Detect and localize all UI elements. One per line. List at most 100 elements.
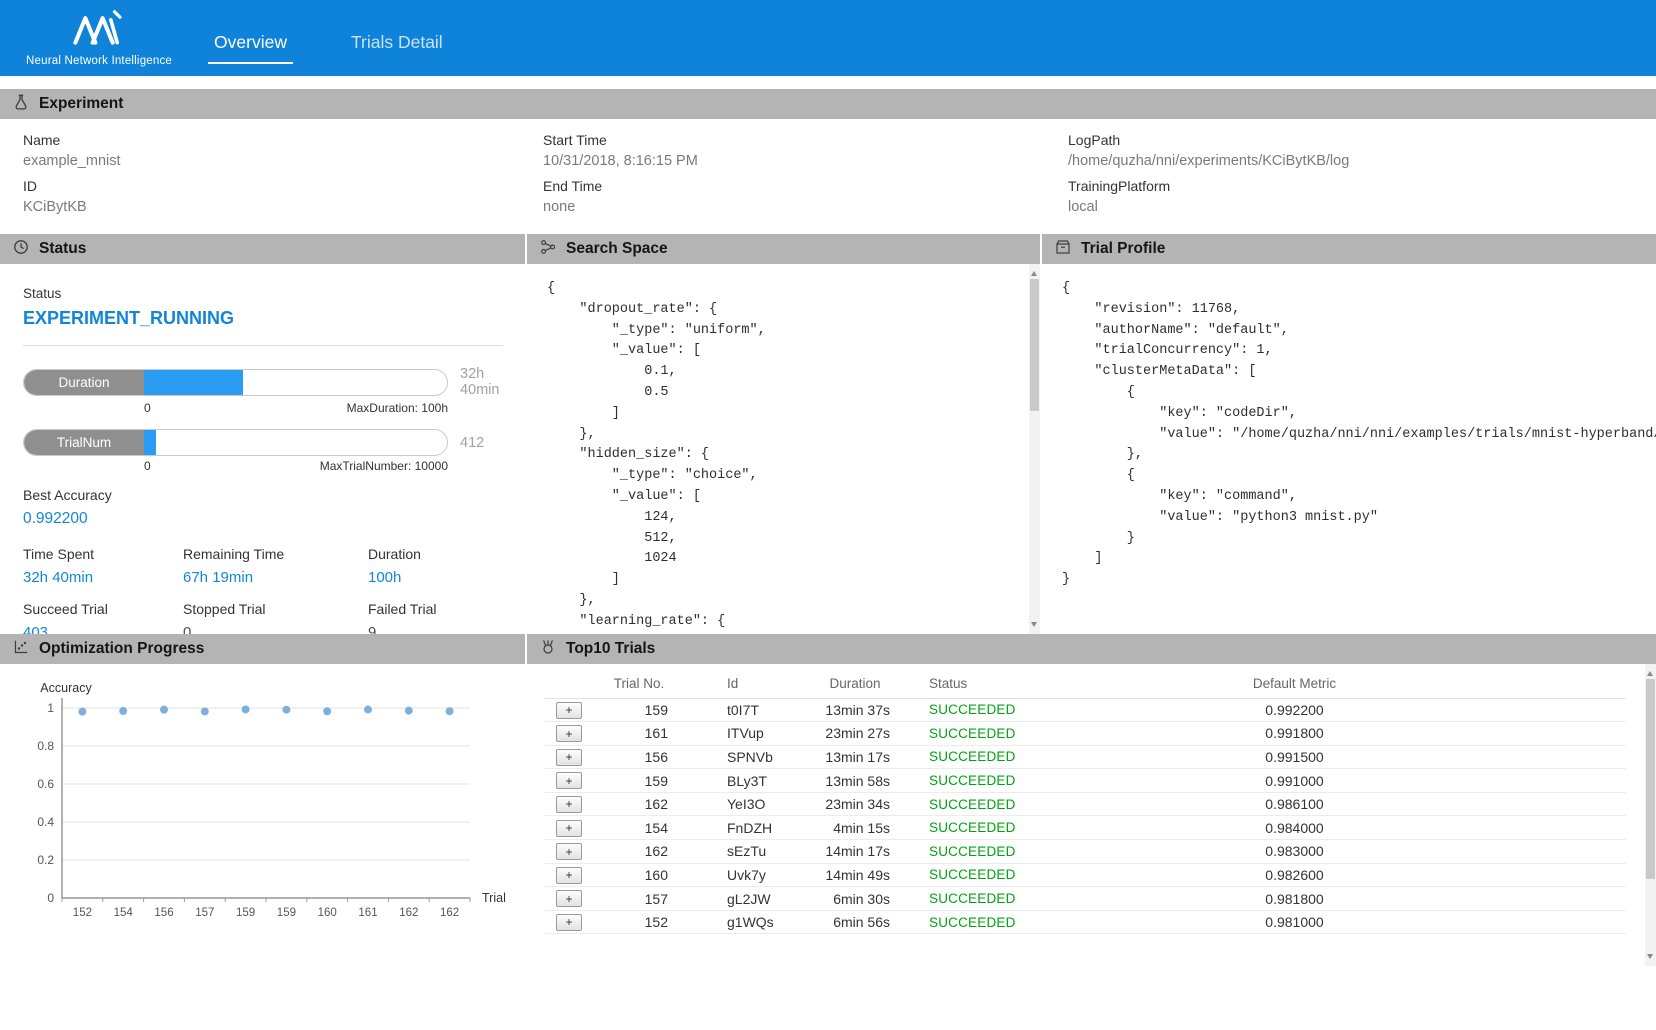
svg-text:162: 162	[399, 907, 418, 919]
trial-status-cell: SUCCEEDED	[905, 840, 1105, 864]
spacer	[0, 76, 1656, 89]
trial-status-cell: SUCCEEDED	[905, 816, 1105, 840]
trial-no-cell: 162	[593, 840, 685, 864]
trial-row: +161ITVup23min 27sSUCCEEDED0.991800	[545, 722, 1626, 746]
svg-text:1: 1	[47, 701, 54, 715]
expand-cell: +	[545, 722, 593, 746]
expand-cell: +	[545, 792, 593, 816]
trial-id-cell: Uvk7y	[685, 863, 805, 887]
duration-progress-fill	[144, 370, 243, 395]
svg-text:162: 162	[440, 907, 459, 919]
trial-metric-cell: 0.991000	[1105, 769, 1626, 793]
trialnum-progress-fill	[144, 430, 156, 455]
trial-no-cell: 154	[593, 816, 685, 840]
trial-row: +159BLy3T13min 58sSUCCEEDED0.991000	[545, 769, 1626, 793]
expand-cell: +	[545, 863, 593, 887]
top-trials-panel-header: Top10 Trials	[527, 634, 1656, 664]
trial-duration-cell: 6min 56s	[805, 910, 905, 934]
accuracy-scatter-chart[interactable]: 00.20.40.60.8115215415615715915916016116…	[8, 676, 513, 946]
expand-cell: +	[545, 769, 593, 793]
trial-id-cell: FnDZH	[685, 816, 805, 840]
expand-row-button[interactable]: +	[556, 749, 582, 766]
scroll-thumb[interactable]	[1646, 679, 1655, 879]
table-header-row: Trial No. Id Duration Status Default Met…	[545, 670, 1626, 698]
trial-id-cell: g1WQs	[685, 910, 805, 934]
status-panel: Status Status EXPERIMENT_RUNNING Duratio…	[0, 234, 525, 634]
expand-row-button[interactable]: +	[556, 914, 582, 931]
top-trials-title: Top10 Trials	[566, 640, 655, 658]
trialnum-progressbar-label: TrialNum	[24, 430, 144, 455]
trial-id-cell: sEzTu	[685, 840, 805, 864]
svg-text:161: 161	[358, 907, 377, 919]
trial-status-cell: SUCCEEDED	[905, 769, 1105, 793]
nav-tabs: Overview Trials Detail	[208, 0, 449, 76]
trial-no-cell: 160	[593, 863, 685, 887]
nni-logo[interactable]: Neural Network Intelligence	[26, 9, 172, 67]
trial-no-cell: 157	[593, 887, 685, 911]
trial-status-cell: SUCCEEDED	[905, 722, 1105, 746]
trial-row: +159t0I7T13min 37sSUCCEEDED0.992200	[545, 698, 1626, 722]
logo-caption: Neural Network Intelligence	[26, 55, 172, 67]
experiment-name-label: Name	[23, 132, 543, 148]
trial-id-cell: SPNVb	[685, 745, 805, 769]
end-time-value: none	[543, 199, 1068, 215]
duration-label: Duration	[368, 546, 525, 562]
expand-row-button[interactable]: +	[556, 843, 582, 860]
search-space-title: Search Space	[566, 240, 668, 258]
svg-text:0.8: 0.8	[37, 739, 54, 753]
search-space-json: { "dropout_rate": { "_type": "uniform", …	[527, 264, 1040, 634]
expand-row-button[interactable]: +	[556, 867, 582, 884]
expand-row-button[interactable]: +	[556, 702, 582, 719]
top-trials-table: Trial No. Id Duration Status Default Met…	[545, 670, 1626, 934]
trial-row: +160Uvk7y14min 49sSUCCEEDED0.982600	[545, 863, 1626, 887]
trial-metric-cell: 0.991500	[1105, 745, 1626, 769]
trial-metric-cell: 0.981800	[1105, 887, 1626, 911]
duration-column-header: Duration	[805, 670, 905, 698]
status-content: Status EXPERIMENT_RUNNING Duration 32h 4…	[0, 264, 525, 634]
trial-duration-cell: 23min 27s	[805, 722, 905, 746]
succeed-trial-value: 403	[23, 624, 183, 634]
trial-row: +157gL2JW6min 30sSUCCEEDED0.981800	[545, 887, 1626, 911]
search-space-panel-header: Search Space	[527, 234, 1040, 264]
remaining-time-label: Remaining Time	[183, 546, 368, 562]
best-accuracy-label: Best Accuracy	[23, 487, 525, 503]
svg-text:152: 152	[73, 907, 92, 919]
duration-progress-track	[144, 370, 447, 395]
top-trials-content: Trial No. Id Duration Status Default Met…	[527, 664, 1656, 1030]
time-spent-value: 32h 40min	[23, 569, 183, 586]
flask-icon	[13, 94, 29, 115]
experiment-title: Experiment	[39, 95, 123, 113]
svg-text:159: 159	[236, 907, 255, 919]
best-accuracy-value: 0.992200	[23, 510, 525, 528]
svg-text:159: 159	[277, 907, 296, 919]
expand-cell: +	[545, 887, 593, 911]
scroll-down-arrow[interactable]	[1029, 621, 1040, 634]
duration-progressbar: Duration	[23, 369, 448, 396]
trialnum-progressbar: TrialNum	[23, 429, 448, 456]
succeed-trial-label: Succeed Trial	[23, 601, 183, 617]
duration-progressbar-label: Duration	[24, 370, 144, 395]
scroll-up-arrow[interactable]	[1645, 664, 1656, 677]
expand-row-button[interactable]: +	[556, 820, 582, 837]
expand-row-button[interactable]: +	[556, 890, 582, 907]
svg-text:0.4: 0.4	[37, 815, 54, 829]
top-trials-scrollbar[interactable]	[1645, 664, 1656, 966]
search-space-scrollbar[interactable]	[1029, 264, 1040, 634]
svg-text:154: 154	[114, 907, 134, 919]
scroll-thumb[interactable]	[1030, 279, 1039, 411]
search-space-panel: Search Space { "dropout_rate": { "_type"…	[527, 234, 1040, 634]
svg-text:160: 160	[318, 907, 337, 919]
expand-row-button[interactable]: +	[556, 772, 582, 789]
status-panel-header: Status	[0, 234, 525, 264]
svg-text:0.6: 0.6	[37, 777, 54, 791]
stopped-trial-label: Stopped Trial	[183, 601, 368, 617]
svg-text:Trial: Trial	[482, 891, 506, 905]
expand-row-button[interactable]: +	[556, 796, 582, 813]
expand-row-button[interactable]: +	[556, 725, 582, 742]
scroll-up-arrow[interactable]	[1029, 264, 1040, 277]
tab-overview[interactable]: Overview	[208, 28, 293, 64]
scroll-down-arrow[interactable]	[1645, 953, 1656, 966]
tab-trials-detail[interactable]: Trials Detail	[345, 28, 449, 64]
trial-duration-cell: 23min 34s	[805, 792, 905, 816]
optimization-title: Optimization Progress	[39, 640, 204, 658]
